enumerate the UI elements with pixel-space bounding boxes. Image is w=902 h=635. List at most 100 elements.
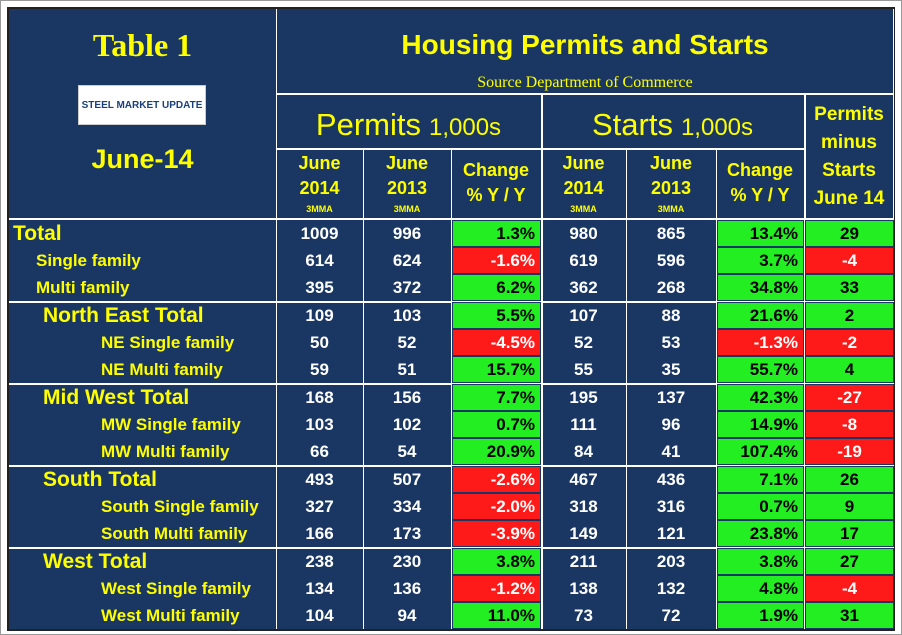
- value-cell: 111: [570, 414, 597, 434]
- change-cell: 27: [805, 548, 894, 575]
- value-cell: 334: [392, 496, 422, 516]
- change-cell: 0.7%: [717, 493, 804, 520]
- rule: [626, 149, 627, 629]
- value-cell: 211: [569, 551, 598, 571]
- row-label: Total: [13, 221, 62, 245]
- change-cell: 6.2%: [452, 274, 541, 301]
- value-cell: 35: [661, 359, 681, 379]
- report-date: June-14: [91, 143, 194, 174]
- change-cell: -1.3%: [717, 329, 804, 356]
- rule: [9, 383, 894, 385]
- value-cell: 59: [310, 359, 329, 379]
- value-cell: 94: [397, 605, 417, 625]
- change-cell: 7.7%: [452, 384, 541, 411]
- change-cell: 14.9%: [717, 411, 804, 438]
- column-header: June: [298, 152, 341, 173]
- value-cell: 132: [656, 578, 686, 598]
- change-cell: -4: [805, 575, 894, 602]
- value-cell: 103: [392, 305, 422, 325]
- value-cell: 109: [305, 305, 334, 325]
- change-cell: 33: [805, 274, 894, 301]
- table-label: Table 1: [92, 26, 193, 63]
- rule: [9, 547, 894, 549]
- rule: [541, 93, 543, 629]
- column-header: 2013: [650, 177, 692, 198]
- rule: [9, 301, 894, 303]
- change-cell: 34.8%: [717, 274, 804, 301]
- column-header: Starts: [822, 160, 876, 181]
- value-cell: 362: [569, 277, 598, 297]
- value-cell: 66: [310, 441, 329, 461]
- value-cell: 493: [305, 469, 334, 489]
- value-cell: 1009: [300, 223, 339, 243]
- change-cell: -2.6%: [452, 466, 541, 493]
- column-header: % Y / Y: [730, 184, 790, 205]
- group-header: Permits 1,000s: [276, 95, 541, 149]
- change-cell: 29: [805, 220, 894, 247]
- column-header: % Y / Y: [466, 184, 526, 205]
- rule: [9, 465, 894, 467]
- value-cell: 395: [305, 277, 334, 297]
- change-cell: 3.7%: [717, 247, 804, 274]
- change-cell: 42.3%: [717, 384, 804, 411]
- value-cell: 619: [569, 250, 598, 270]
- change-cell: 9: [805, 493, 894, 520]
- value-cell: 149: [569, 523, 598, 543]
- value-cell: 614: [305, 250, 334, 270]
- value-cell: 195: [569, 387, 598, 407]
- value-cell: 318: [569, 496, 598, 516]
- change-cell: -19: [805, 438, 894, 465]
- change-cell: 17: [805, 520, 894, 547]
- change-cell: 23.8%: [717, 520, 804, 547]
- change-cell: 4.8%: [717, 575, 804, 602]
- value-cell: 327: [305, 496, 334, 516]
- value-cell: 72: [661, 605, 681, 625]
- change-cell: -8: [805, 411, 894, 438]
- column-note: 3MMA: [393, 204, 421, 214]
- row-label: South Single family: [101, 496, 259, 516]
- change-cell: -2.0%: [452, 493, 541, 520]
- group-name: Permits: [315, 107, 421, 142]
- change-cell: 11.0%: [452, 602, 541, 629]
- rule: [276, 93, 894, 95]
- column-header: 2014: [299, 177, 340, 198]
- column-header: Change: [726, 159, 793, 180]
- value-cell: 238: [305, 551, 334, 571]
- value-cell: 104: [305, 605, 334, 625]
- rule: [276, 9, 277, 629]
- value-cell: 51: [397, 359, 417, 379]
- value-cell: 103: [305, 414, 334, 434]
- column-note: 3MMA: [306, 204, 333, 214]
- column-header: June 14: [813, 188, 885, 209]
- value-cell: 166: [305, 523, 334, 543]
- rule: [9, 218, 894, 220]
- row-label: MW Multi family: [101, 441, 230, 461]
- logo: STEEL MARKET UPDATE: [78, 85, 206, 125]
- change-cell: 15.7%: [452, 356, 541, 383]
- row-label: Single family: [36, 250, 141, 270]
- value-cell: 173: [392, 523, 422, 543]
- group-name: Starts: [591, 107, 673, 142]
- row-label: Multi family: [36, 277, 130, 297]
- change-cell: 7.1%: [717, 466, 804, 493]
- change-cell: 0.7%: [452, 411, 541, 438]
- row-label: West Multi family: [101, 605, 240, 625]
- change-cell: 107.4%: [717, 438, 804, 465]
- change-cell: 13.4%: [717, 220, 804, 247]
- change-cell: 21.6%: [717, 302, 804, 329]
- column-header: Permits: [814, 104, 884, 125]
- value-cell: 230: [392, 551, 422, 571]
- value-cell: 138: [569, 578, 598, 598]
- value-cell: 156: [392, 387, 422, 407]
- change-cell: 4: [805, 356, 894, 383]
- value-cell: 372: [392, 277, 422, 297]
- row-label: West Total: [43, 549, 148, 573]
- change-cell: -3.9%: [452, 520, 541, 547]
- row-label: West Single family: [101, 578, 251, 598]
- value-cell: 52: [574, 332, 593, 352]
- row-label: MW Single family: [101, 414, 241, 434]
- value-cell: 980: [569, 223, 598, 243]
- column-header: 2014: [563, 177, 604, 198]
- value-cell: 136: [392, 578, 422, 598]
- value-cell: 596: [656, 250, 686, 270]
